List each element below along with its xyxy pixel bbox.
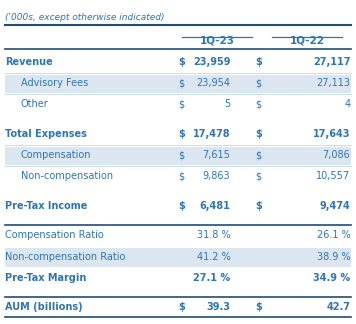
Text: 7,086: 7,086 <box>323 150 350 160</box>
Text: $: $ <box>179 171 185 181</box>
Text: AUM (billions): AUM (billions) <box>5 302 83 312</box>
Text: Advisory Fees: Advisory Fees <box>21 78 88 88</box>
Text: $: $ <box>179 302 185 312</box>
Text: 39.3: 39.3 <box>206 302 230 312</box>
Text: 27.1 %: 27.1 % <box>193 273 230 283</box>
Text: $: $ <box>255 201 262 211</box>
FancyBboxPatch shape <box>5 75 351 93</box>
Text: Pre-Tax Margin: Pre-Tax Margin <box>5 273 86 283</box>
Text: 9,863: 9,863 <box>203 171 230 181</box>
Text: 26.1 %: 26.1 % <box>316 230 350 240</box>
Text: 17,643: 17,643 <box>313 129 350 139</box>
Text: $: $ <box>255 129 262 139</box>
Text: $: $ <box>179 99 185 109</box>
Text: Pre-Tax Income: Pre-Tax Income <box>5 201 87 211</box>
Text: 27,113: 27,113 <box>316 78 350 88</box>
Text: $: $ <box>179 129 185 139</box>
Text: Non-compensation Ratio: Non-compensation Ratio <box>5 251 125 261</box>
Text: 5: 5 <box>224 99 230 109</box>
Text: ('000s, except otherwise indicated): ('000s, except otherwise indicated) <box>5 13 164 22</box>
Text: Compensation Ratio: Compensation Ratio <box>5 230 104 240</box>
Text: 1Q-23: 1Q-23 <box>199 35 234 45</box>
Text: 34.9 %: 34.9 % <box>313 273 350 283</box>
Text: 27,117: 27,117 <box>313 57 350 67</box>
Text: 10,557: 10,557 <box>316 171 350 181</box>
Text: $: $ <box>255 78 261 88</box>
Text: 4: 4 <box>344 99 350 109</box>
Text: Revenue: Revenue <box>5 57 53 67</box>
Text: 6,481: 6,481 <box>199 201 230 211</box>
Text: Total Expenses: Total Expenses <box>5 129 87 139</box>
Text: $: $ <box>255 57 262 67</box>
Text: 23,954: 23,954 <box>196 78 230 88</box>
Text: Other: Other <box>21 99 48 109</box>
Text: Non-compensation: Non-compensation <box>21 171 113 181</box>
Text: $: $ <box>179 201 185 211</box>
Text: $: $ <box>179 150 185 160</box>
Text: 7,615: 7,615 <box>203 150 230 160</box>
Text: 42.7: 42.7 <box>326 302 350 312</box>
Text: $: $ <box>255 171 261 181</box>
Text: $: $ <box>255 302 262 312</box>
Text: 17,478: 17,478 <box>193 129 230 139</box>
Text: $: $ <box>255 150 261 160</box>
Text: 31.8 %: 31.8 % <box>197 230 230 240</box>
FancyBboxPatch shape <box>5 248 351 267</box>
Text: 23,959: 23,959 <box>193 57 230 67</box>
Text: 1Q-22: 1Q-22 <box>289 35 324 45</box>
Text: $: $ <box>179 57 185 67</box>
Text: Compensation: Compensation <box>21 150 91 160</box>
Text: 38.9 %: 38.9 % <box>317 251 350 261</box>
FancyBboxPatch shape <box>5 146 351 165</box>
Text: 9,474: 9,474 <box>320 201 350 211</box>
Text: 41.2 %: 41.2 % <box>197 251 230 261</box>
Text: $: $ <box>179 78 185 88</box>
Text: $: $ <box>255 99 261 109</box>
